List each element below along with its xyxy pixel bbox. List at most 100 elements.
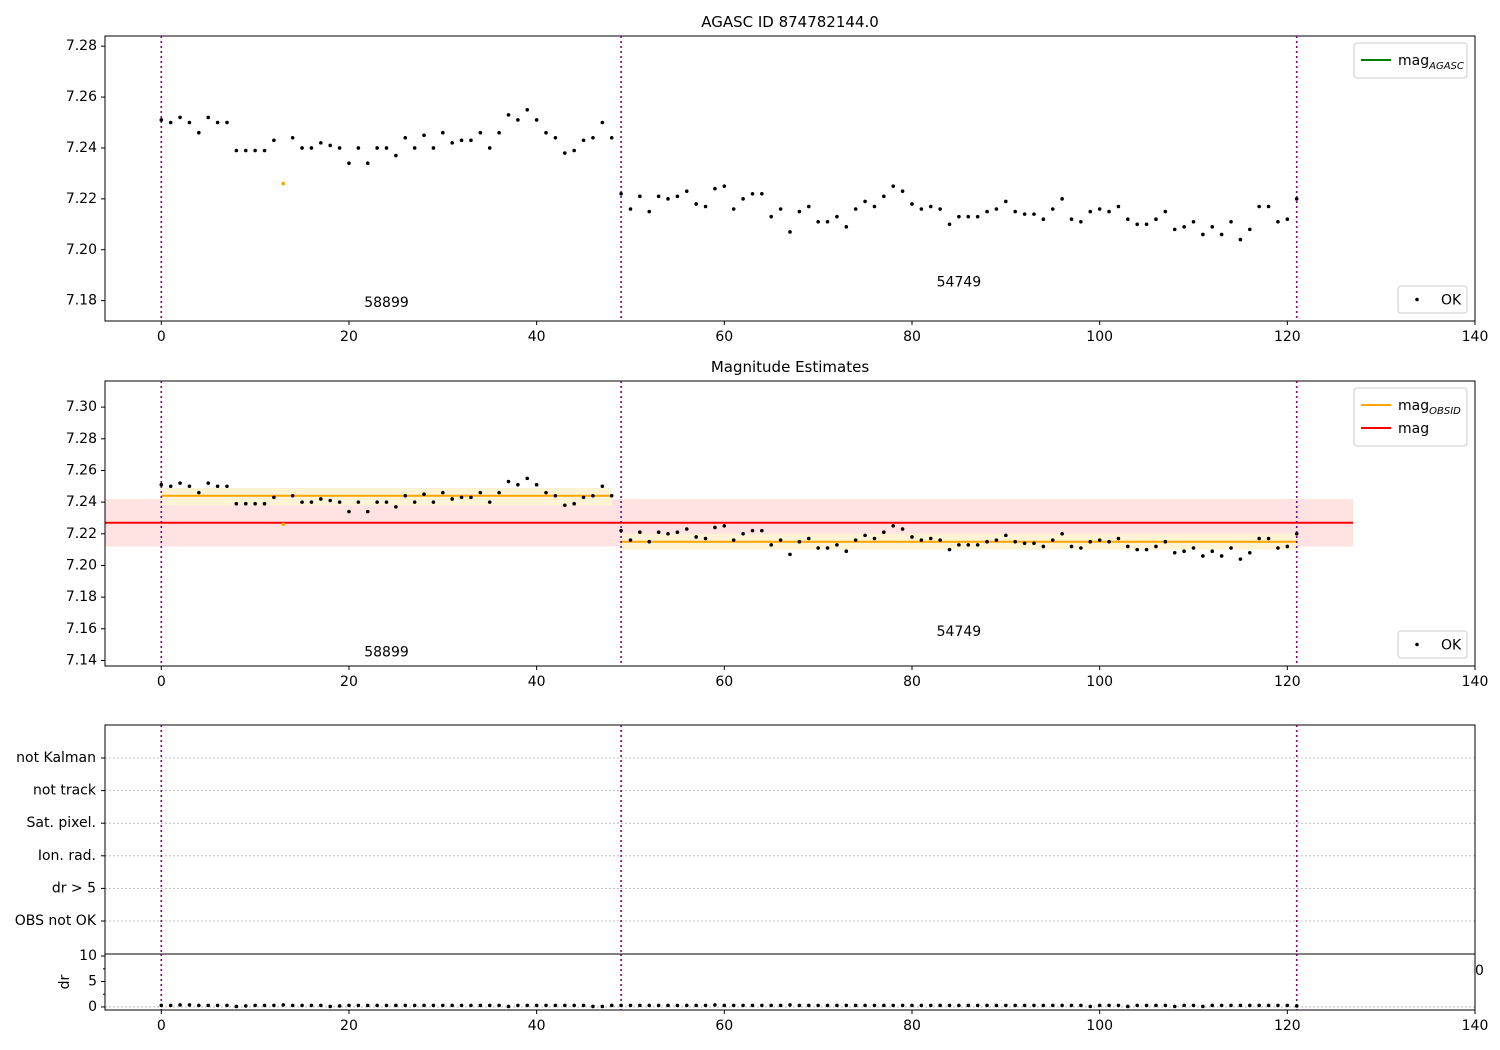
data-point: [1097, 538, 1102, 542]
data-point: [272, 495, 276, 500]
data-point: [459, 495, 464, 500]
data-point: [713, 525, 717, 530]
data-point: [666, 197, 670, 201]
data-point: [863, 533, 867, 538]
data-point: [938, 207, 942, 211]
data-point: [450, 497, 454, 501]
data-point: [365, 161, 370, 166]
flag-category-label: not track: [33, 783, 97, 799]
data-point: [609, 493, 614, 498]
x-tick-label: 20: [340, 1018, 358, 1034]
data-point: [638, 194, 642, 199]
data-point: [1219, 1003, 1224, 1008]
data-point: [778, 538, 783, 542]
x-tick-label: 20: [340, 674, 358, 690]
data-point: [1135, 1003, 1139, 1008]
data-point: [1116, 536, 1121, 541]
data-point: [328, 498, 333, 503]
data-point: [1229, 1003, 1233, 1008]
data-point: [910, 1003, 914, 1008]
data-point: [825, 1003, 830, 1008]
data-point: [1182, 549, 1186, 554]
data-point: [703, 204, 708, 209]
data-point: [760, 1003, 764, 1008]
data-point: [1182, 225, 1186, 229]
data-point: [347, 1003, 351, 1008]
data-point: [375, 146, 379, 150]
data-point: [891, 1003, 896, 1008]
data-point: [957, 214, 961, 219]
data-point: [459, 1003, 464, 1008]
data-point: [497, 490, 501, 495]
data-point: [365, 509, 370, 514]
data-point: [1060, 1003, 1064, 1008]
data-point: [253, 501, 257, 506]
data-point: [797, 209, 802, 214]
data-point: [1097, 1003, 1102, 1008]
data-point: [788, 1003, 792, 1007]
data-point: [1229, 219, 1233, 224]
data-point: [1276, 546, 1280, 550]
y-tick-label: 7.24: [66, 494, 97, 510]
data-point: [516, 118, 520, 122]
data-point: [1032, 1003, 1036, 1008]
data-point: [1116, 204, 1121, 209]
data-point: [1238, 237, 1243, 242]
data-point: [506, 113, 511, 117]
data-point: [591, 1004, 595, 1009]
data-point: [347, 509, 351, 514]
data-point: [600, 1004, 605, 1009]
data-point: [422, 492, 426, 497]
stray-tick-label: 0: [1475, 963, 1484, 979]
data-point: [1004, 1003, 1008, 1008]
data-point: [1060, 531, 1064, 536]
x-tick-label: 60: [715, 674, 733, 690]
data-point: [938, 1003, 942, 1008]
obsid-label: 58899: [364, 295, 409, 311]
x-tick-label: 100: [1086, 329, 1113, 345]
data-point: [1144, 547, 1149, 552]
data-point: [384, 500, 389, 504]
data-point: [1135, 222, 1139, 227]
data-point: [863, 199, 867, 204]
data-point: [506, 479, 511, 484]
legend-box: [1353, 42, 1468, 79]
data-point: [750, 191, 755, 196]
dr-panel: 0 20 40 60 80 100 120 140 0 5 10 dr: [57, 948, 1488, 1034]
data-point: [581, 138, 586, 143]
data-point: [1294, 1004, 1299, 1008]
data-point: [309, 146, 314, 150]
data-point: [281, 522, 286, 527]
data-point: [1182, 1003, 1186, 1008]
legend-box: [1353, 387, 1468, 447]
data-point: [206, 115, 211, 120]
obsid-label: 54749: [937, 275, 982, 291]
data-point: [1022, 541, 1027, 546]
data-point: [290, 493, 295, 498]
data-point: [1126, 544, 1130, 549]
data-point: [1238, 1003, 1243, 1008]
data-point: [694, 202, 698, 206]
data-point: [853, 207, 858, 211]
data-point: [215, 1003, 220, 1008]
data-point: [985, 209, 989, 214]
data-point: [628, 207, 633, 211]
y-tick-label: 7.18: [66, 293, 97, 309]
data-point: [168, 1003, 173, 1008]
data-point: [431, 500, 436, 504]
data-point: [394, 153, 398, 158]
data-point: [1210, 1003, 1215, 1008]
data-point: [891, 524, 896, 528]
data-point: [412, 1003, 417, 1008]
data-point: [872, 204, 877, 209]
data-point: [835, 214, 839, 219]
y-tick-label: 7.20: [66, 242, 97, 258]
data-point: [1191, 546, 1196, 550]
data-point: [816, 219, 820, 224]
data-point: [1144, 1003, 1149, 1008]
data-point: [1069, 1003, 1074, 1008]
data-point: [178, 115, 182, 120]
data-point: [356, 1003, 361, 1008]
data-point: [1257, 536, 1261, 541]
data-point: [844, 225, 849, 229]
